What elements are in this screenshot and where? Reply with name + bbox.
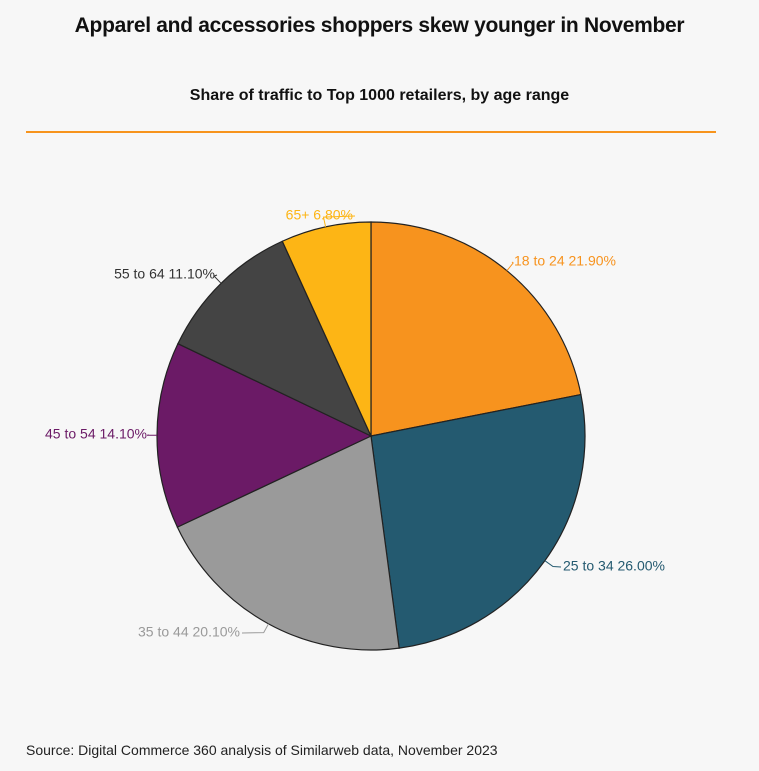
leader-line <box>241 623 269 634</box>
pie-slice-18-to-24 <box>370 221 582 437</box>
slice-label: 55 to 64 11.10% <box>114 266 215 282</box>
chart-title: Apparel and accessories shoppers skew yo… <box>74 14 685 37</box>
pie-slice-35-to-44 <box>176 435 400 651</box>
slice-label: 18 to 24 21.90% <box>514 253 616 269</box>
pie-slice-45-to-54 <box>156 342 373 528</box>
slice-label: 65+ 6.80% <box>286 207 353 223</box>
leader-line <box>322 215 356 228</box>
leader-line <box>544 560 562 568</box>
source-note: Source: Digital Commerce 360 analysis of… <box>26 742 498 758</box>
pie-slice-55-to-64 <box>177 240 373 438</box>
pie-slice-25-to-34 <box>370 393 586 649</box>
leader-line <box>506 261 514 272</box>
chart-subtitle: Share of traffic to Top 1000 retailers, … <box>189 87 570 104</box>
slice-label: 35 to 44 20.10% <box>138 624 240 640</box>
accent-divider <box>26 131 716 133</box>
slice-label: 25 to 34 26.00% <box>563 558 665 574</box>
slice-label: 45 to 54 14.10% <box>45 426 147 442</box>
leader-line <box>213 274 222 284</box>
